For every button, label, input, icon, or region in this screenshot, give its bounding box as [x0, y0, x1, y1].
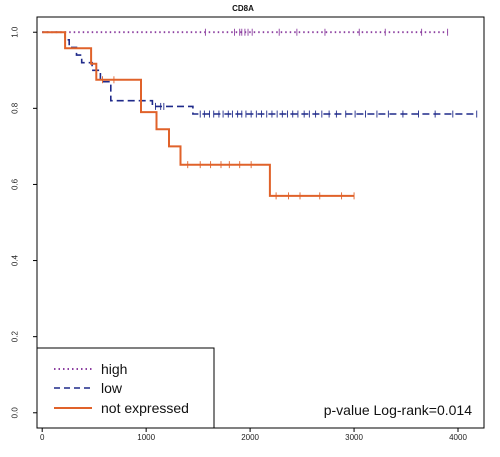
y-axis: 0.0 0.2 0.4 0.6 0.8 1.0: [11, 26, 37, 419]
p-value-annotation: p-value Log-rank=0.014: [324, 402, 472, 418]
y-tick-label: 0.8: [11, 102, 20, 114]
y-tick-label: 0.6: [11, 178, 20, 190]
legend-label-not-expressed: not expressed: [101, 400, 189, 416]
x-tick-label: 4000: [449, 433, 467, 442]
series-high: [42, 28, 449, 36]
legend: high low not expressed: [36, 347, 215, 429]
x-tick-label: 0: [40, 433, 45, 442]
legend-label-high: high: [101, 361, 127, 377]
series-low: [42, 31, 478, 118]
series-not-expressed: [42, 31, 355, 200]
x-tick-label: 1000: [137, 433, 155, 442]
y-tick-label: 0.4: [11, 254, 20, 266]
y-tick-label: 0.2: [11, 331, 20, 343]
x-tick-label: 2000: [241, 433, 259, 442]
y-tick-label: 1.0: [11, 26, 20, 38]
legend-box: [36, 347, 215, 429]
series-line-low: [42, 31, 477, 115]
x-tick-label: 3000: [345, 433, 363, 442]
series-layer: [42, 28, 478, 200]
legend-label-low: low: [101, 380, 123, 396]
chart-title: CD8A: [232, 4, 254, 13]
series-line-not-expressed: [42, 31, 355, 197]
plot-frame: [36, 16, 485, 429]
x-axis: 0 1000 2000 3000 4000: [40, 428, 467, 442]
y-tick-label: 0.0: [11, 407, 20, 419]
